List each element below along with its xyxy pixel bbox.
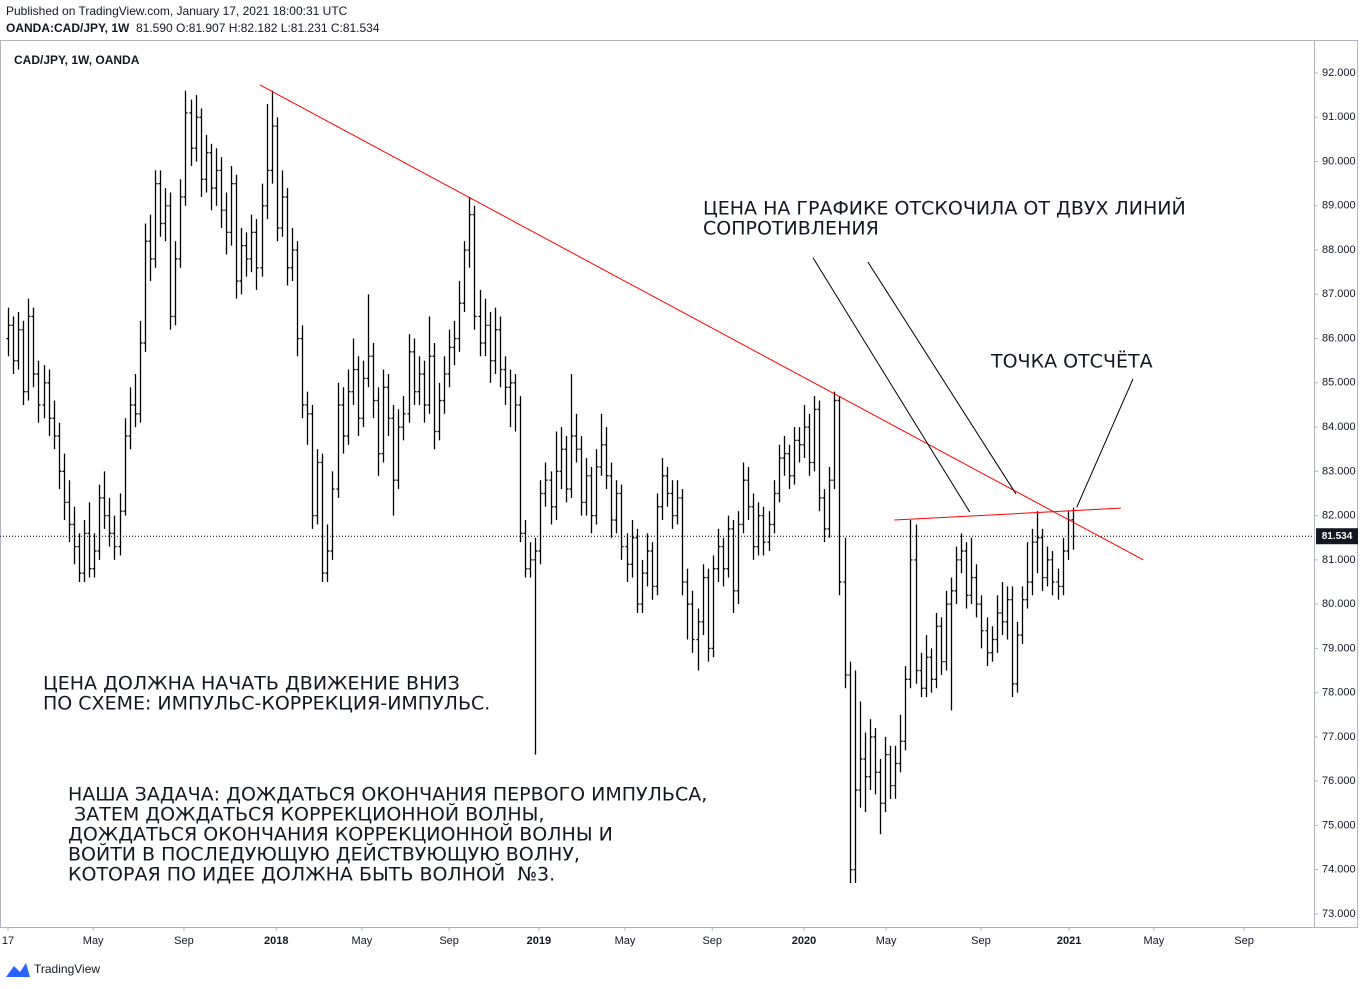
x-tick-label: May [876, 935, 897, 947]
annotation: СОПРОТИВЛЕНИЯ [703, 218, 879, 240]
trend-line [259, 84, 1144, 561]
y-tick-label: 86.000 [1322, 332, 1356, 344]
y-tick-label: 90.000 [1322, 155, 1356, 167]
x-tick-label: Sep [439, 935, 459, 947]
annotation: ПО СХЕМЕ: ИМПУЛЬС-КОРРЕКЦИЯ-ИМПУЛЬС. [43, 693, 490, 715]
y-tick-label: 91.000 [1322, 111, 1356, 123]
brand[interactable]: TradingView [34, 962, 100, 976]
y-tick-label: 77.000 [1322, 731, 1356, 743]
annotation: ДОЖДАТЬСЯ ОКОНЧАНИЯ КОРРЕКЦИОННОЙ ВОЛНЫ … [68, 823, 613, 846]
x-tick-label: 17 [2, 935, 14, 947]
x-tick-label: 2020 [792, 935, 816, 947]
published-note: Published on TradingView.com, January 17… [6, 4, 348, 18]
symbol: OANDA:CAD/JPY, 1W [6, 21, 130, 35]
annotation: ЦЕНА НА ГРАФИКЕ ОТСКОЧИЛА ОТ ДВУХ ЛИНИЙ [703, 197, 1186, 220]
trend-line [812, 257, 971, 513]
y-tick-label: 82.000 [1322, 510, 1356, 522]
x-tick-label: May [83, 935, 104, 947]
trend-line [894, 507, 1121, 521]
y-tick-label: 85.000 [1322, 377, 1356, 389]
x-tick-label: 2019 [527, 935, 551, 947]
y-tick-label: 84.000 [1322, 421, 1356, 433]
trend-line [1076, 378, 1134, 508]
annotation: ЗАТЕМ ДОЖДАТЬСЯ КОРРЕКЦИОННОЙ ВОЛНЫ, [68, 803, 544, 826]
annotation: КОТОРАЯ ПО ИДЕЕ ДОЛЖНА БЫТЬ ВОЛНОЙ №3. [68, 863, 555, 886]
quote: 81.590 O:81.907 H:82.182 L:81.231 C:81.5… [136, 21, 380, 35]
y-tick-label: 83.000 [1322, 465, 1356, 477]
y-tick-label: 92.000 [1322, 67, 1356, 79]
chart-title: CAD/JPY, 1W, OANDA [14, 53, 140, 67]
y-tick-label: 75.000 [1322, 819, 1356, 831]
annotation: ВОЙТИ В ПОСЛЕДУЮЩУЮ ДЕЙСТВУЮЩУЮ ВОЛНУ, [68, 843, 580, 866]
trend-line [867, 261, 1017, 495]
y-tick-label: 73.000 [1322, 908, 1356, 920]
last-price-box [1316, 528, 1358, 545]
y-tick-label: 87.000 [1322, 288, 1356, 300]
x-tick-label: 2021 [1057, 935, 1081, 947]
y-tick-label: 78.000 [1322, 687, 1356, 699]
last-price-label: 81.534 [1322, 531, 1353, 542]
x-tick-label: Sep [971, 935, 991, 947]
plot [0, 84, 1314, 883]
y-tick-label: 74.000 [1322, 864, 1356, 876]
annotation: НАША ЗАДАЧА: ДОЖДАТЬСЯ ОКОНЧАНИЯ ПЕРВОГО… [68, 784, 707, 806]
x-tick-label: May [352, 935, 373, 947]
x-tick-label: Sep [1234, 935, 1254, 947]
y-tick-label: 88.000 [1322, 244, 1356, 256]
y-tick-label: 79.000 [1322, 642, 1356, 654]
y-tick-label: 80.000 [1322, 598, 1356, 610]
annotation: ТОЧКА ОТСЧЁТА [990, 350, 1153, 373]
y-tick-label: 89.000 [1322, 200, 1356, 212]
x-tick-label: May [615, 935, 636, 947]
x-tick-label: Sep [702, 935, 722, 947]
x-tick-label: 2018 [264, 935, 288, 947]
annotations: ЦЕНА НА ГРАФИКЕ ОТСКОЧИЛА ОТ ДВУХ ЛИНИЙ … [43, 197, 1186, 886]
brand-logo [6, 963, 30, 977]
y-tick-label: 76.000 [1322, 775, 1356, 787]
x-tick-label: Sep [174, 935, 194, 947]
annotation: ЦЕНА ДОЛЖНА НАЧАТЬ ДВИЖЕНИЕ ВНИЗ [43, 673, 460, 695]
x-tick-label: May [1143, 935, 1164, 947]
y-tick-label: 81.000 [1322, 554, 1356, 566]
